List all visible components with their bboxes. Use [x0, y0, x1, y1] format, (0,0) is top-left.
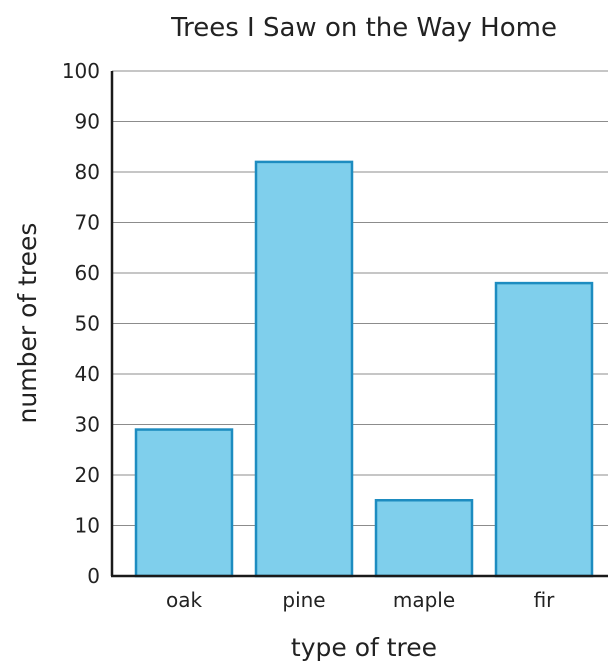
x-axis-label: type of tree: [291, 633, 437, 662]
y-tick-label: 0: [87, 564, 100, 588]
bar-pine: [254, 160, 354, 578]
bar-oak: [134, 428, 234, 578]
y-tick-label: 100: [62, 59, 100, 83]
y-tick-label: 20: [75, 463, 100, 487]
bar-fir: [494, 281, 594, 578]
y-tick-label: 40: [75, 362, 100, 386]
chart-title: Trees I Saw on the Way Home: [170, 13, 557, 43]
bar-maple: [374, 499, 474, 578]
y-tick-label: 70: [75, 211, 100, 235]
y-tick-labels: 0 10 20 30 40 50 60 70 80 90 100: [62, 59, 100, 588]
x-category-label: maple: [393, 588, 455, 612]
x-category-label: fir: [534, 588, 556, 612]
y-tick-label: 90: [75, 110, 100, 134]
y-axis-label: number of trees: [13, 223, 42, 424]
x-category-label: pine: [282, 588, 325, 612]
x-category-label: oak: [166, 588, 202, 612]
bars: [134, 160, 594, 578]
x-category-labels: oak pine maple fir: [166, 588, 555, 612]
y-tick-label: 80: [75, 160, 100, 184]
y-tick-label: 60: [75, 261, 100, 285]
y-tick-label: 10: [75, 514, 100, 538]
y-tick-label: 30: [75, 413, 100, 437]
y-tick-label: 50: [75, 312, 100, 336]
